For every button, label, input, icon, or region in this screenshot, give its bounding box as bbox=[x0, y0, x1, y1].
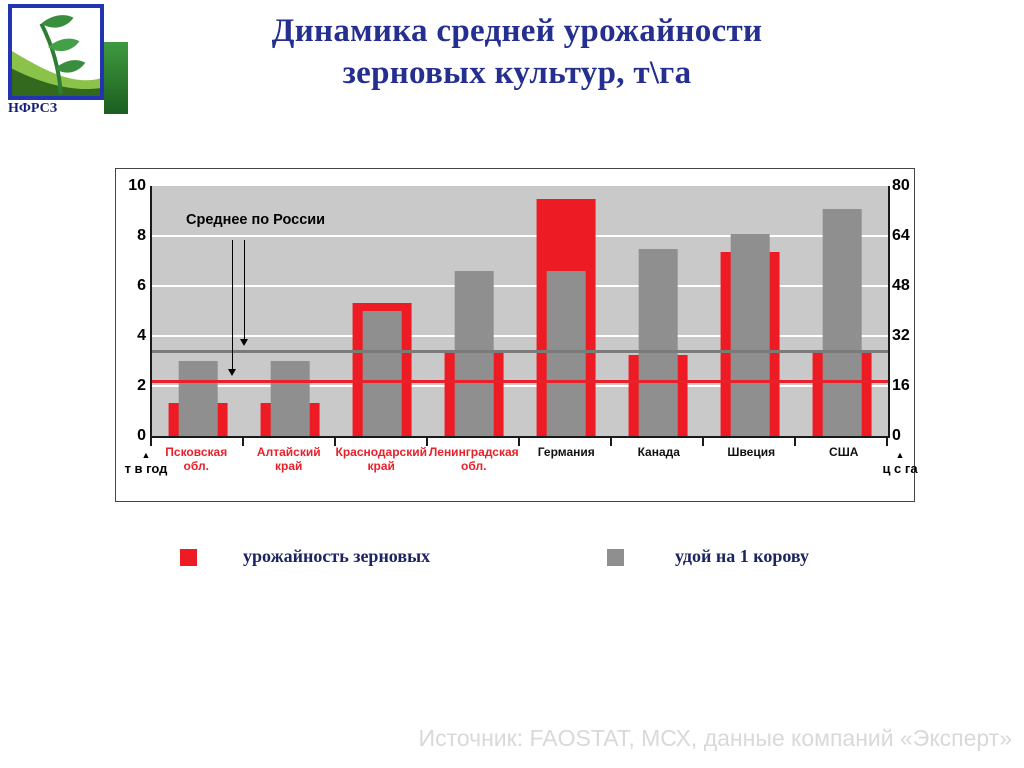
category-label: Канада bbox=[613, 445, 706, 474]
grain-legend-swatch bbox=[180, 549, 197, 566]
right-tick-label: 48 bbox=[892, 277, 910, 294]
left-tick-label: 8 bbox=[137, 227, 146, 244]
plot-area: Среднее по России bbox=[150, 186, 890, 438]
bar-group bbox=[612, 186, 704, 436]
milk-legend-label: удой на 1 корову bbox=[675, 546, 810, 566]
bar-group bbox=[520, 186, 612, 436]
milk-bar bbox=[822, 208, 862, 436]
gridline bbox=[152, 285, 888, 287]
category-label-line: обл. bbox=[461, 459, 487, 474]
right-tick-label: 80 bbox=[892, 177, 910, 194]
category-label-line: Ленинградская bbox=[428, 445, 519, 459]
category-label: Германия bbox=[520, 445, 613, 474]
category-label-line: Псковская bbox=[165, 445, 228, 459]
category-label-line: Канада bbox=[637, 445, 680, 459]
title-line-1: Динамика средней урожайности bbox=[271, 13, 763, 49]
category-label: Алтайский край bbox=[243, 445, 336, 474]
bar-group bbox=[428, 186, 520, 436]
left-tick-label: 6 bbox=[137, 277, 146, 294]
chart: 0 2 4 6 8 10 0 16 32 48 64 80 Среднее по России Пс… bbox=[115, 168, 918, 502]
category-label-line: край bbox=[367, 459, 395, 474]
x-axis-tick bbox=[518, 438, 520, 446]
category-label-line: Швеция bbox=[727, 445, 776, 459]
milk-bar bbox=[638, 248, 678, 436]
right-tick-label: 16 bbox=[892, 377, 910, 394]
milk-bar bbox=[546, 271, 586, 436]
milk-bar bbox=[270, 361, 310, 436]
title-line-2: зерновых культур, т\га bbox=[342, 55, 692, 92]
source-caption: Источник: FAOSTAT, МСХ, данные компаний … bbox=[418, 725, 1012, 751]
bars bbox=[152, 186, 888, 436]
bar-group bbox=[336, 186, 428, 436]
milk-bar bbox=[362, 311, 402, 436]
left-tick-label: 0 bbox=[137, 427, 146, 444]
right-axis-unit: ▲ ц с га bbox=[874, 449, 926, 476]
category-label: Псковская обл. bbox=[150, 445, 243, 474]
gridline bbox=[152, 385, 888, 387]
logo-green-bar bbox=[104, 42, 128, 114]
left-tick-label: 4 bbox=[137, 327, 146, 344]
arrow-to-grain-line bbox=[228, 240, 237, 377]
slide-title: Динамика средней урожайности зерновых ку… bbox=[122, 10, 912, 94]
left-tick-label: 2 bbox=[137, 377, 146, 394]
x-axis-tick bbox=[702, 438, 704, 446]
logo-image bbox=[8, 4, 104, 100]
category-label-line: Алтайский bbox=[256, 445, 321, 459]
bar-group bbox=[796, 186, 888, 436]
right-tick-label: 0 bbox=[892, 427, 901, 444]
gridline bbox=[152, 335, 888, 337]
plant-icon bbox=[12, 8, 100, 96]
x-axis-tick bbox=[610, 438, 612, 446]
logo-text: НФРСЗ bbox=[8, 101, 58, 116]
right-axis-ticks: 0 16 32 48 64 80 bbox=[892, 177, 920, 444]
x-axis-tick bbox=[242, 438, 244, 446]
category-label-line: обл. bbox=[183, 459, 209, 474]
category-label: Краснодарский край bbox=[335, 445, 428, 474]
milk-bar bbox=[454, 271, 494, 436]
milk-legend-swatch bbox=[607, 549, 624, 566]
category-label-line: США bbox=[829, 445, 859, 459]
milk-bar bbox=[178, 361, 218, 436]
milk-bar bbox=[730, 233, 770, 436]
logo: НФРСЗ bbox=[8, 4, 140, 122]
right-tick-label: 64 bbox=[892, 227, 910, 244]
category-label-line: край bbox=[275, 459, 303, 474]
x-axis-tick bbox=[150, 438, 152, 446]
category-label: Ленинградская обл. bbox=[428, 445, 521, 474]
gridline bbox=[152, 235, 888, 237]
category-labels: Псковская обл. Алтайский край Краснодарский к… bbox=[150, 445, 890, 474]
bar-group bbox=[244, 186, 336, 436]
arrow-to-milk-line bbox=[240, 240, 249, 346]
x-axis-tick bbox=[886, 438, 888, 446]
x-axis-tick bbox=[334, 438, 336, 446]
left-axis-ticks: 0 2 4 6 8 10 bbox=[118, 177, 146, 444]
right-axis-marker-icon: ▲ bbox=[895, 450, 905, 460]
category-label: США bbox=[798, 445, 891, 474]
left-axis-unit: ▲ т в год bbox=[120, 449, 172, 476]
category-label-line: Краснодарский bbox=[335, 445, 427, 459]
legend: урожайность зерновых удой на 1 корову bbox=[115, 546, 915, 576]
bar-group bbox=[152, 186, 244, 436]
left-axis-unit-label: т в год bbox=[124, 461, 168, 476]
milk-average-line bbox=[152, 349, 888, 353]
left-axis-marker-icon: ▲ bbox=[141, 450, 151, 460]
x-axis-tick bbox=[426, 438, 428, 446]
left-tick-label: 10 bbox=[128, 177, 146, 194]
right-axis-unit-label: ц с га bbox=[882, 461, 918, 476]
right-tick-label: 32 bbox=[892, 327, 910, 344]
x-axis-tick bbox=[794, 438, 796, 446]
bar-group bbox=[704, 186, 796, 436]
average-annotation: Среднее по России bbox=[186, 212, 326, 228]
grain-legend-label: урожайность зерновых bbox=[243, 546, 431, 566]
grain-average-line bbox=[152, 379, 888, 383]
category-label-line: Германия bbox=[537, 445, 595, 459]
category-label: Швеция bbox=[705, 445, 798, 474]
